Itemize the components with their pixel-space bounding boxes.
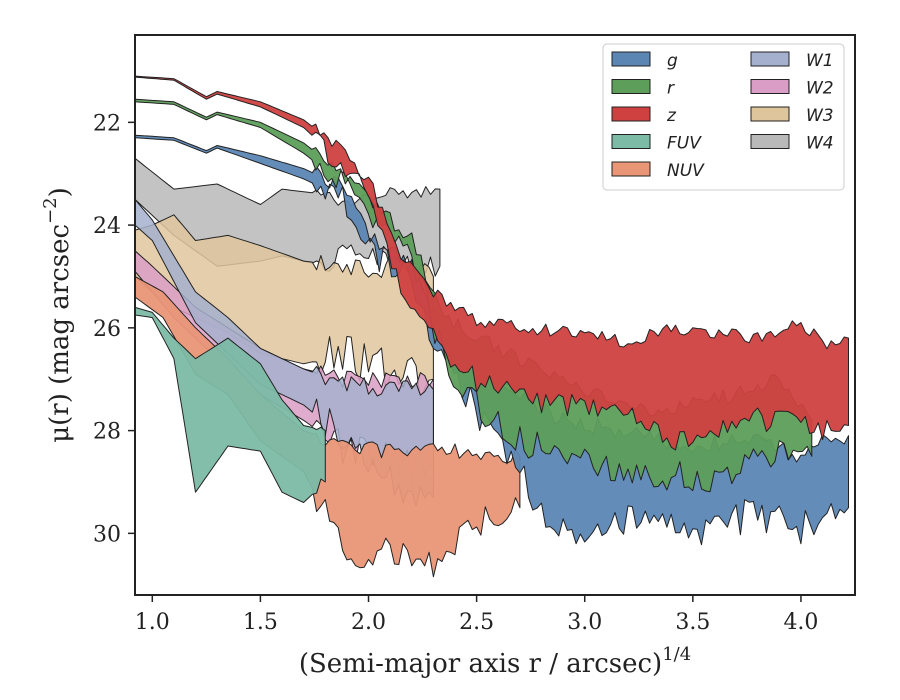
legend-swatch-g bbox=[611, 51, 651, 67]
legend-label-w1: W1 bbox=[806, 51, 834, 71]
legend-swatch-z bbox=[611, 106, 651, 122]
x-tick-label: 3.5 bbox=[675, 610, 710, 635]
x-tick-label: 2.5 bbox=[459, 610, 494, 635]
y-tick-label: 22 bbox=[93, 111, 121, 136]
legend-swatch-r bbox=[611, 79, 651, 94]
x-tick-label: 2.0 bbox=[351, 610, 386, 635]
legend-label-nuv: NUV bbox=[667, 161, 705, 181]
legend-swatch-w4 bbox=[750, 134, 790, 149]
legend-label-w2: W2 bbox=[806, 79, 834, 99]
y-axis-label: μ(r) (mag arcsec−2) bbox=[40, 187, 75, 443]
profile-bands bbox=[135, 75, 849, 578]
y-tick-label: 28 bbox=[93, 420, 121, 445]
legend-label-r: r bbox=[667, 79, 675, 99]
legend-label-z: z bbox=[666, 106, 677, 126]
legend-swatch-w3 bbox=[750, 106, 790, 122]
x-axis-label: (Semi-major axis r / arcsec)1/4 bbox=[299, 644, 691, 679]
legend-label-g: g bbox=[667, 51, 678, 71]
x-tick-label: 4.0 bbox=[783, 610, 818, 635]
y-tick-label: 26 bbox=[93, 317, 121, 342]
legend: grz FUV NUV W1 W2 W3 W4 bbox=[602, 43, 845, 191]
axis-ticks: 1.0 1.5 2.0 2.5 3.0 3.5 4.0 22 24 26 28 30 bbox=[93, 111, 818, 635]
legend-swatch-w1 bbox=[750, 51, 790, 67]
legend-label-w4: W4 bbox=[806, 134, 834, 154]
legend-label-w3: W3 bbox=[806, 106, 834, 126]
band-z bbox=[135, 75, 849, 451]
plot-frame bbox=[134, 34, 856, 596]
y-tick-label: 24 bbox=[93, 214, 121, 239]
legend-swatch-nuv bbox=[611, 161, 651, 177]
legend-label-fuv: FUV bbox=[667, 134, 702, 154]
x-tick-label: 3.0 bbox=[567, 610, 602, 635]
legend-swatch-w2 bbox=[750, 79, 790, 94]
legend-swatch-fuv bbox=[611, 134, 651, 149]
band-r bbox=[135, 98, 813, 493]
band-fuv bbox=[135, 306, 326, 503]
x-tick-label: 1.0 bbox=[135, 610, 170, 635]
x-tick-label: 1.5 bbox=[243, 610, 278, 635]
y-tick-label: 30 bbox=[93, 522, 121, 547]
